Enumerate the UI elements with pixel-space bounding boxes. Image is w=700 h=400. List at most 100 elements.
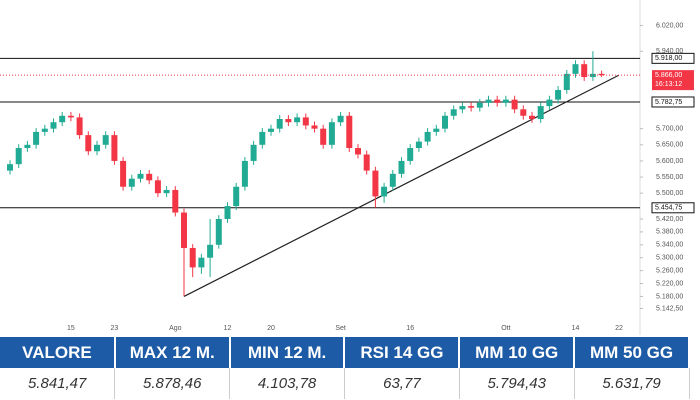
value-cell: 5.794,43 xyxy=(459,368,575,399)
value-cell: 5.631,79 xyxy=(574,368,690,399)
candle-body xyxy=(85,135,92,152)
value-cell: 63,77 xyxy=(344,368,460,399)
y-tick-label: 5.420,00 xyxy=(656,216,683,223)
candle-body xyxy=(459,106,466,110)
candle-body xyxy=(555,89,562,100)
x-tick-label: Ago xyxy=(169,325,182,332)
candle-body xyxy=(598,73,605,76)
value-cell: 5.878,46 xyxy=(114,368,231,399)
candle-body xyxy=(259,131,266,145)
candle-body xyxy=(529,115,535,119)
countdown: 16:13:12 xyxy=(655,81,682,88)
y-tick-label: 5.260,00 xyxy=(656,267,683,274)
candle-body xyxy=(76,117,83,136)
candle-body xyxy=(546,99,553,107)
candle-body xyxy=(120,160,127,187)
header-row: VALORE MAX 12 M. MIN 12 M. RSI 14 GG MM 10 G… xyxy=(0,337,690,368)
header-cell: MIN 12 M. xyxy=(229,337,346,368)
value-cell: 4.103,78 xyxy=(229,368,345,399)
candle-body xyxy=(154,180,161,194)
candle-body xyxy=(163,189,170,194)
candle-body xyxy=(128,178,135,187)
candle-body xyxy=(94,144,100,152)
candle-body xyxy=(581,64,588,78)
candle-body xyxy=(502,99,509,103)
candle-body xyxy=(450,109,457,116)
candle-body xyxy=(102,135,109,145)
candle-body xyxy=(494,99,501,103)
y-tick-label: 5.220,00 xyxy=(656,280,683,287)
x-tick-label: 22 xyxy=(615,325,623,332)
x-tick-label: 16 xyxy=(406,325,414,332)
candle-body xyxy=(285,119,292,123)
candle-body xyxy=(415,141,422,149)
y-tick-label: 5.550,00 xyxy=(656,174,683,181)
candle-body xyxy=(355,148,361,155)
candle-body xyxy=(320,128,327,145)
candle-body xyxy=(59,115,66,123)
candle-body xyxy=(476,102,483,108)
candle-body xyxy=(233,186,240,207)
x-tick-label: 15 xyxy=(67,325,75,332)
candle-body xyxy=(398,160,405,174)
candle-body xyxy=(433,128,440,132)
y-tick-label: 5.650,00 xyxy=(656,142,683,149)
candle-body xyxy=(372,170,379,197)
y-tick-label: 5.500,00 xyxy=(656,190,683,197)
candle-body xyxy=(207,244,214,258)
last-price-label: 5.866,00 xyxy=(655,72,682,79)
candle-body xyxy=(7,164,13,171)
chart: 6.020,00 5.940,00 5.700,00 5.650,00 5.600,00… xyxy=(0,0,695,335)
value-row: 5.841,47 5.878,46 4.103,78 63,77 5.794,43 5.6… xyxy=(0,368,690,399)
x-tick-label: Ott xyxy=(501,325,510,332)
candle-body xyxy=(41,128,48,132)
candle-body xyxy=(389,173,396,187)
candle-body xyxy=(24,144,31,149)
candle-body xyxy=(181,212,187,249)
y-tick-label: 5.600,00 xyxy=(656,158,683,165)
candle-body xyxy=(198,257,205,268)
candle-body xyxy=(189,248,196,268)
candle-body xyxy=(381,186,388,197)
x-tick-label: 20 xyxy=(267,325,275,332)
header-cell: RSI 14 GG xyxy=(344,337,461,368)
header-cell: MAX 12 M. xyxy=(114,337,231,368)
candle-body xyxy=(537,106,544,119)
candle-body xyxy=(511,99,518,110)
candle-body xyxy=(172,189,179,213)
trendline xyxy=(183,74,620,297)
candle-body xyxy=(67,115,74,118)
candle-body xyxy=(485,99,492,103)
candle-body xyxy=(346,115,353,149)
candle-body xyxy=(328,122,335,145)
x-tick-label: Set xyxy=(335,325,346,332)
y-tick-label: 5.340,00 xyxy=(656,242,683,249)
value-cell: 5.841,47 xyxy=(0,368,116,399)
x-tick-label: 23 xyxy=(111,325,119,332)
candle-body xyxy=(111,135,118,161)
candle-body xyxy=(424,131,431,142)
level-box xyxy=(651,52,695,64)
y-tick-label: 5.380,00 xyxy=(656,229,683,236)
y-tick-label: 6.020,00 xyxy=(656,22,683,29)
candle-body xyxy=(268,128,274,132)
x-tick-label: 14 xyxy=(572,325,580,332)
candle-body xyxy=(15,148,22,165)
x-tick-label: 12 xyxy=(224,325,232,332)
y-tick-label: 5.142,50 xyxy=(656,305,683,312)
header-cell: MM 50 GG xyxy=(574,337,690,368)
candle-body xyxy=(520,109,527,116)
candle-body xyxy=(50,122,57,129)
y-tick-label: 5.700,00 xyxy=(656,126,683,133)
candle-body xyxy=(363,154,370,171)
candle-body xyxy=(224,206,231,219)
level-label: 5.454,75 xyxy=(655,205,682,212)
candle-body xyxy=(241,160,248,187)
candle-body xyxy=(589,73,596,78)
y-tick-label: 5.180,00 xyxy=(656,293,683,300)
level-box xyxy=(651,202,695,214)
candle-body xyxy=(146,173,153,181)
candle-body xyxy=(337,115,344,123)
stats-table: VALORE MAX 12 M. MIN 12 M. RSI 14 GG MM 10 G… xyxy=(0,337,690,399)
